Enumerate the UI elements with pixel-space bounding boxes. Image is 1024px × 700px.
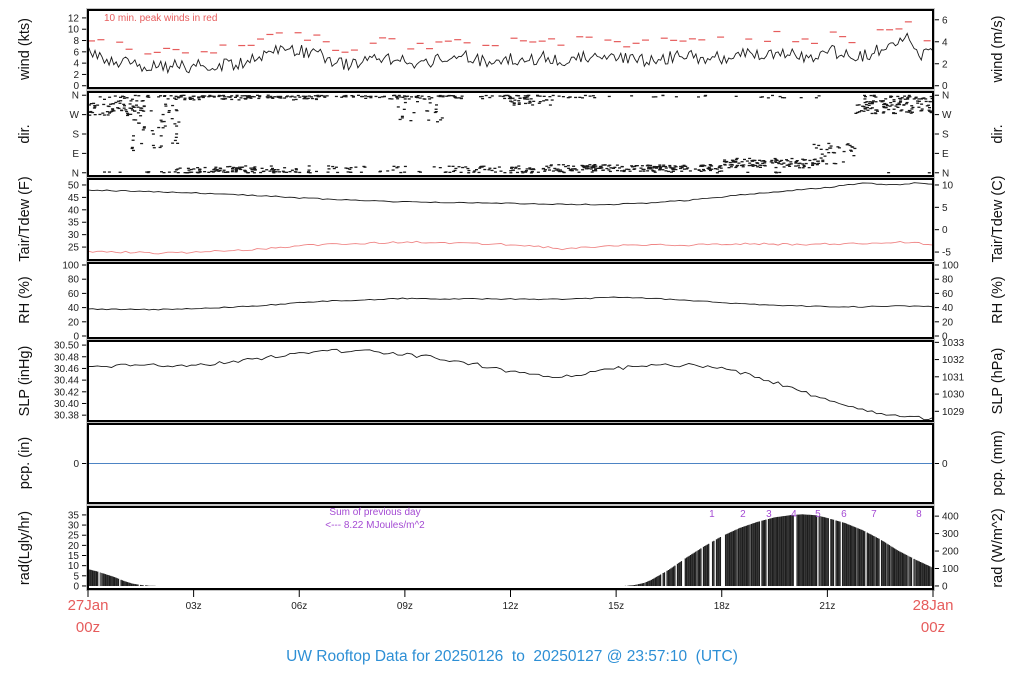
svg-text:10: 10 — [942, 180, 954, 191]
svg-text:21z: 21z — [819, 601, 835, 612]
radiation-sum-line2: <--- 8.22 MJoules/m^2 — [325, 519, 425, 531]
svg-text:7: 7 — [871, 509, 877, 520]
svg-text:50: 50 — [68, 180, 80, 191]
svg-text:5: 5 — [815, 509, 821, 520]
svg-text:18z: 18z — [714, 601, 730, 612]
svg-text:45: 45 — [68, 193, 80, 204]
svg-text:300: 300 — [942, 529, 959, 540]
x-axis-end-date: 28Jan 00z — [888, 595, 978, 639]
svg-text:60: 60 — [942, 289, 954, 300]
svg-text:25: 25 — [68, 243, 80, 254]
svg-text:N: N — [72, 91, 79, 102]
start-hour-text: 00z — [75, 618, 101, 636]
svg-text:35: 35 — [68, 218, 80, 229]
svg-text:40: 40 — [68, 303, 80, 314]
svg-text:30.44: 30.44 — [54, 376, 79, 387]
svg-text:09z: 09z — [397, 601, 413, 612]
svg-text:10: 10 — [68, 561, 80, 572]
end-date-text: 28Jan — [912, 597, 954, 614]
svg-text:2: 2 — [740, 509, 746, 520]
svg-text:30: 30 — [68, 521, 80, 532]
svg-text:30.42: 30.42 — [54, 387, 79, 398]
svg-text:5: 5 — [73, 571, 79, 582]
svg-text:S: S — [942, 130, 949, 141]
peak-wind-note: 10 min. peak winds in red — [104, 13, 218, 24]
svg-text:30.40: 30.40 — [54, 399, 79, 410]
svg-text:0: 0 — [73, 81, 79, 92]
svg-text:E: E — [72, 149, 79, 160]
svg-text:6: 6 — [73, 47, 79, 58]
svg-text:N: N — [942, 91, 949, 102]
svg-text:4: 4 — [73, 59, 79, 70]
svg-text:12z: 12z — [502, 601, 518, 612]
svg-text:200: 200 — [942, 547, 959, 558]
svg-text:N: N — [942, 168, 949, 179]
svg-text:0: 0 — [73, 459, 79, 470]
svg-text:100: 100 — [942, 260, 959, 271]
start-date-text: 27Jan — [67, 597, 109, 614]
svg-text:03z: 03z — [186, 601, 202, 612]
svg-text:30.46: 30.46 — [54, 364, 79, 375]
svg-text:-5: -5 — [942, 248, 951, 259]
svg-text:0: 0 — [942, 81, 948, 92]
svg-text:60: 60 — [68, 289, 80, 300]
svg-text:25: 25 — [68, 531, 80, 542]
svg-text:10: 10 — [68, 25, 80, 36]
svg-text:80: 80 — [942, 275, 954, 286]
svg-text:W: W — [942, 110, 952, 121]
svg-text:15z: 15z — [608, 601, 624, 612]
svg-text:S: S — [72, 130, 79, 141]
svg-text:15: 15 — [68, 551, 80, 562]
svg-text:100: 100 — [942, 564, 959, 575]
svg-text:0: 0 — [73, 581, 79, 592]
svg-text:2: 2 — [942, 59, 948, 70]
svg-text:20: 20 — [68, 317, 80, 328]
svg-text:1033: 1033 — [942, 338, 965, 349]
svg-text:4: 4 — [791, 509, 797, 520]
svg-text:1031: 1031 — [942, 372, 965, 383]
svg-text:0: 0 — [942, 332, 948, 343]
svg-text:6: 6 — [841, 509, 847, 520]
svg-text:1029: 1029 — [942, 407, 965, 418]
radiation-sum-line1: Sum of previous day — [329, 507, 421, 518]
svg-text:20: 20 — [942, 317, 954, 328]
svg-text:N: N — [72, 168, 79, 179]
svg-text:12: 12 — [68, 13, 80, 24]
svg-text:0: 0 — [942, 459, 948, 470]
svg-text:0: 0 — [942, 581, 948, 592]
x-axis-start-date: 27Jan 00z — [43, 595, 133, 639]
svg-text:1: 1 — [709, 509, 715, 520]
svg-text:30.38: 30.38 — [54, 411, 79, 422]
svg-text:30.50: 30.50 — [54, 341, 79, 352]
svg-text:3: 3 — [766, 509, 772, 520]
svg-text:30.48: 30.48 — [54, 352, 79, 363]
figure-title: UW Rooftop Data for 20250126 to 20250127… — [286, 648, 738, 665]
svg-text:20: 20 — [68, 541, 80, 552]
svg-text:E: E — [942, 149, 949, 160]
svg-text:80: 80 — [68, 275, 80, 286]
svg-text:100: 100 — [62, 260, 79, 271]
svg-text:6: 6 — [942, 15, 948, 26]
svg-text:40: 40 — [68, 205, 80, 216]
svg-text:40: 40 — [942, 303, 954, 314]
svg-text:30: 30 — [68, 230, 80, 241]
svg-text:0: 0 — [942, 225, 948, 236]
svg-text:8: 8 — [73, 36, 79, 47]
end-hour-text: 00z — [920, 618, 946, 636]
svg-text:5: 5 — [942, 203, 948, 214]
svg-text:W: W — [70, 110, 80, 121]
svg-text:400: 400 — [942, 512, 959, 523]
svg-text:1030: 1030 — [942, 390, 965, 401]
svg-text:2: 2 — [73, 70, 79, 81]
svg-text:35: 35 — [68, 510, 80, 521]
radiation-sum-annotation: Sum of previous day <--- 8.22 MJoules/m^… — [270, 507, 480, 532]
svg-text:4: 4 — [942, 37, 948, 48]
svg-text:06z: 06z — [291, 601, 307, 612]
svg-text:1032: 1032 — [942, 355, 965, 366]
svg-text:0: 0 — [73, 332, 79, 343]
svg-text:8: 8 — [916, 509, 922, 520]
